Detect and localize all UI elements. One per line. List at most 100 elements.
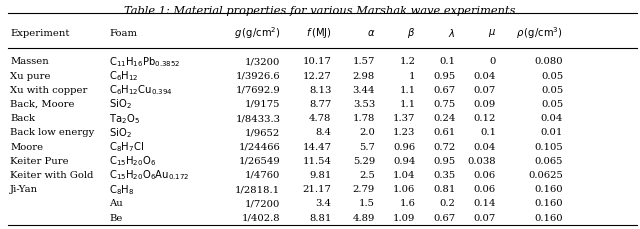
Text: 1/9652: 1/9652 xyxy=(245,128,280,137)
Text: $\mathrm{SiO_{2}}$: $\mathrm{SiO_{2}}$ xyxy=(109,126,132,140)
Text: $\mathrm{Ta_{2}O_{5}}$: $\mathrm{Ta_{2}O_{5}}$ xyxy=(109,112,140,125)
Text: $\mathrm{SiO_{2}}$: $\mathrm{SiO_{2}}$ xyxy=(109,98,132,111)
Text: 3.44: 3.44 xyxy=(353,86,375,95)
Text: 0.080: 0.080 xyxy=(534,57,563,66)
Text: 1.1: 1.1 xyxy=(399,100,415,109)
Text: 1.5: 1.5 xyxy=(359,199,375,208)
Text: $\mathrm{C_{6}H_{12}}$: $\mathrm{C_{6}H_{12}}$ xyxy=(109,69,139,83)
Text: $\mu$: $\mu$ xyxy=(488,27,496,39)
Text: Xu pure: Xu pure xyxy=(10,71,51,81)
Text: 8.13: 8.13 xyxy=(309,86,332,95)
Text: 0.1: 0.1 xyxy=(440,57,456,66)
Text: Foam: Foam xyxy=(109,29,138,38)
Text: Table 1: Material properties for various Marshak wave experiments: Table 1: Material properties for various… xyxy=(124,6,516,16)
Text: 0.01: 0.01 xyxy=(541,128,563,137)
Text: 0.14: 0.14 xyxy=(474,199,496,208)
Text: $\beta$: $\beta$ xyxy=(407,26,415,40)
Text: 11.54: 11.54 xyxy=(303,157,332,166)
Text: 0.67: 0.67 xyxy=(433,213,456,223)
Text: 0.0625: 0.0625 xyxy=(529,171,563,180)
Text: 0.94: 0.94 xyxy=(393,157,415,166)
Text: 0.75: 0.75 xyxy=(433,100,456,109)
Text: 8.4: 8.4 xyxy=(316,128,332,137)
Text: 0: 0 xyxy=(490,57,496,66)
Text: 0.06: 0.06 xyxy=(474,171,496,180)
Text: 0.04: 0.04 xyxy=(474,142,496,152)
Text: 0.105: 0.105 xyxy=(534,142,563,152)
Text: 0.05: 0.05 xyxy=(541,71,563,81)
Text: 5.29: 5.29 xyxy=(353,157,375,166)
Text: $f\,(\mathrm{MJ})$: $f\,(\mathrm{MJ})$ xyxy=(306,26,332,40)
Text: 3.4: 3.4 xyxy=(316,199,332,208)
Text: $\mathrm{C_{15}H_{20}O_{6}Au_{0.172}}$: $\mathrm{C_{15}H_{20}O_{6}Au_{0.172}}$ xyxy=(109,169,190,182)
Text: 1/8433.3: 1/8433.3 xyxy=(236,114,280,123)
Text: 8.81: 8.81 xyxy=(309,213,332,223)
Text: Keiter Pure: Keiter Pure xyxy=(10,157,69,166)
Text: 1/4760: 1/4760 xyxy=(245,171,280,180)
Text: Au: Au xyxy=(109,199,123,208)
Text: 0.09: 0.09 xyxy=(474,100,496,109)
Text: 1.06: 1.06 xyxy=(393,185,415,194)
Text: 0.72: 0.72 xyxy=(433,142,456,152)
Text: 1/402.8: 1/402.8 xyxy=(242,213,280,223)
Text: Xu with copper: Xu with copper xyxy=(10,86,88,95)
Text: 0.160: 0.160 xyxy=(534,199,563,208)
Text: Back: Back xyxy=(10,114,35,123)
Text: 0.04: 0.04 xyxy=(474,71,496,81)
Text: $g\,(\mathrm{g/cm^2})$: $g\,(\mathrm{g/cm^2})$ xyxy=(234,25,280,41)
Text: Back low energy: Back low energy xyxy=(10,128,95,137)
Text: 0.2: 0.2 xyxy=(440,199,456,208)
Text: 10.17: 10.17 xyxy=(303,57,332,66)
Text: 8.77: 8.77 xyxy=(309,100,332,109)
Text: 14.47: 14.47 xyxy=(303,142,332,152)
Text: 1.04: 1.04 xyxy=(393,171,415,180)
Text: Experiment: Experiment xyxy=(10,29,70,38)
Text: Back, Moore: Back, Moore xyxy=(10,100,75,109)
Text: 1.57: 1.57 xyxy=(353,57,375,66)
Text: 4.78: 4.78 xyxy=(309,114,332,123)
Text: 0.96: 0.96 xyxy=(393,142,415,152)
Text: 1.1: 1.1 xyxy=(399,86,415,95)
Text: 4.89: 4.89 xyxy=(353,213,375,223)
Text: 3.53: 3.53 xyxy=(353,100,375,109)
Text: 0.05: 0.05 xyxy=(541,100,563,109)
Text: 12.27: 12.27 xyxy=(303,71,332,81)
Text: 2.5: 2.5 xyxy=(359,171,375,180)
Text: 0.038: 0.038 xyxy=(467,157,496,166)
Text: 1/2818.1: 1/2818.1 xyxy=(235,185,280,194)
Text: 1/24466: 1/24466 xyxy=(239,142,280,152)
Text: 21.17: 21.17 xyxy=(303,185,332,194)
Text: 2.98: 2.98 xyxy=(353,71,375,81)
Text: 2.0: 2.0 xyxy=(359,128,375,137)
Text: 0.160: 0.160 xyxy=(534,213,563,223)
Text: 1.23: 1.23 xyxy=(393,128,415,137)
Text: 5.7: 5.7 xyxy=(359,142,375,152)
Text: $\lambda$: $\lambda$ xyxy=(449,27,456,39)
Text: 2.79: 2.79 xyxy=(353,185,375,194)
Text: 0.81: 0.81 xyxy=(433,185,456,194)
Text: $\mathrm{C_{6}H_{12}Cu_{0.394}}$: $\mathrm{C_{6}H_{12}Cu_{0.394}}$ xyxy=(109,83,173,97)
Text: Moore: Moore xyxy=(10,142,44,152)
Text: 0.35: 0.35 xyxy=(433,171,456,180)
Text: Massen: Massen xyxy=(10,57,49,66)
Text: 1.2: 1.2 xyxy=(399,57,415,66)
Text: 0.24: 0.24 xyxy=(433,114,456,123)
Text: $\mathrm{C_{8}H_{7}Cl}$: $\mathrm{C_{8}H_{7}Cl}$ xyxy=(109,140,145,154)
Text: 0.04: 0.04 xyxy=(541,114,563,123)
Text: 1.09: 1.09 xyxy=(393,213,415,223)
Text: $\alpha$: $\alpha$ xyxy=(367,28,375,38)
Text: 1.6: 1.6 xyxy=(399,199,415,208)
Text: 1/3926.6: 1/3926.6 xyxy=(236,71,280,81)
Text: 0.95: 0.95 xyxy=(433,157,456,166)
Text: 0.61: 0.61 xyxy=(433,128,456,137)
Text: 0.07: 0.07 xyxy=(474,213,496,223)
Text: 1: 1 xyxy=(409,71,415,81)
Text: 1/9175: 1/9175 xyxy=(245,100,280,109)
Text: 1/26549: 1/26549 xyxy=(239,157,280,166)
Text: 1.37: 1.37 xyxy=(393,114,415,123)
Text: 1/7200: 1/7200 xyxy=(245,199,280,208)
Text: $\rho\,(\mathrm{g/cm^3})$: $\rho\,(\mathrm{g/cm^3})$ xyxy=(516,25,563,41)
Text: 0.12: 0.12 xyxy=(474,114,496,123)
Text: 1/7692.9: 1/7692.9 xyxy=(236,86,280,95)
Text: $\mathrm{C_{11}H_{16}Pb_{0.3852}}$: $\mathrm{C_{11}H_{16}Pb_{0.3852}}$ xyxy=(109,55,180,69)
